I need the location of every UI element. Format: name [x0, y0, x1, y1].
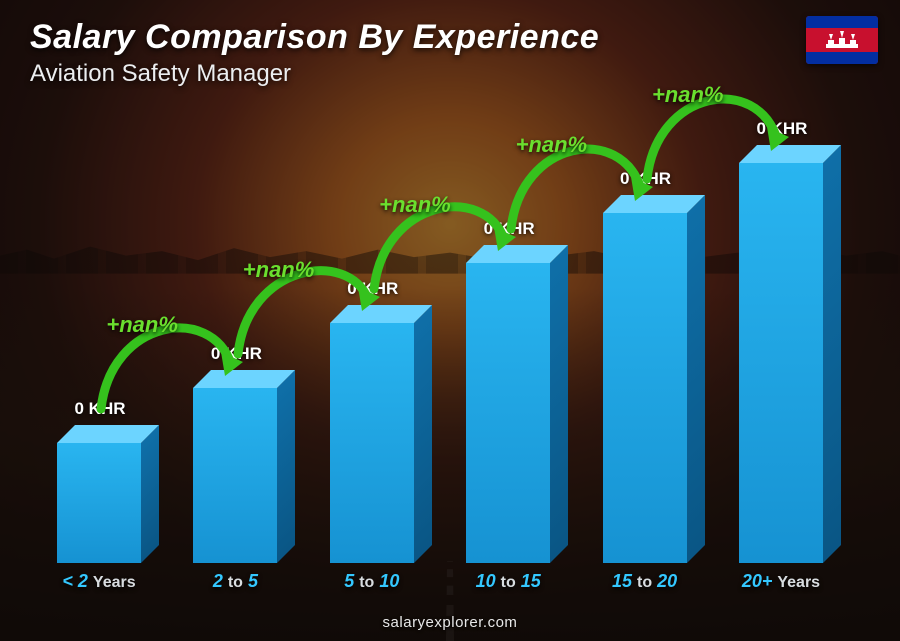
footer-attribution: salaryexplorer.com	[0, 614, 900, 631]
bar-front-face	[739, 163, 823, 563]
bar-slot: 0 KHR+nan%	[449, 123, 567, 563]
bar-value-label: 0 KHR	[576, 169, 716, 189]
bar	[193, 388, 277, 563]
bar-front-face	[466, 263, 550, 563]
x-axis-category-label: 20+ Years	[722, 571, 840, 601]
country-flag-cambodia	[806, 16, 878, 64]
flag-temple-icon	[822, 30, 862, 50]
x-axis-labels: < 2 Years 2 to 5 5 to 10 10 to 15 15 to 20 20…	[40, 571, 840, 601]
growth-delta-label: +nan%	[243, 257, 315, 283]
bar-side-face	[687, 195, 705, 563]
bar-front-face	[193, 388, 277, 563]
bar-value-label: 0 KHR	[166, 344, 306, 364]
bar-value-label: 0 KHR	[30, 399, 170, 419]
bar-side-face	[550, 245, 568, 563]
bar-side-face	[141, 425, 159, 563]
bar	[57, 443, 141, 563]
growth-delta-label: +nan%	[516, 132, 588, 158]
bar	[330, 323, 414, 563]
bar	[739, 163, 823, 563]
bar-front-face	[603, 213, 687, 563]
growth-delta-label: +nan%	[379, 192, 451, 218]
x-axis-category-label: < 2 Years	[40, 571, 158, 601]
flag-band-bottom	[806, 52, 878, 64]
bar-value-label: 0 KHR	[439, 219, 579, 239]
bar-top-face	[603, 195, 705, 213]
bar-chart: 0 KHR0 KHR+nan%0 KHR+nan%0 KHR+nan%0 KHR…	[40, 123, 840, 563]
growth-delta-label: +nan%	[106, 312, 178, 338]
bar-slot: 0 KHR+nan%	[586, 123, 704, 563]
bar-value-label: 0 KHR	[303, 279, 443, 299]
bar-top-face	[330, 305, 432, 323]
infographic-canvas: Salary Comparison By Experience Aviation…	[0, 0, 900, 641]
flag-band-top	[806, 16, 878, 28]
bar-top-face	[739, 145, 841, 163]
chart-title: Salary Comparison By Experience	[30, 18, 599, 57]
bar-value-label: 0 KHR	[712, 119, 852, 139]
bar-front-face	[330, 323, 414, 563]
bar-slot: 0 KHR+nan%	[313, 123, 431, 563]
bar-slot: 0 KHR+nan%	[722, 123, 840, 563]
x-axis-category-label: 10 to 15	[449, 571, 567, 601]
x-axis-category-label: 2 to 5	[176, 571, 294, 601]
bar-slot: 0 KHR+nan%	[176, 123, 294, 563]
bar	[466, 263, 550, 563]
x-axis-category-label: 15 to 20	[586, 571, 704, 601]
bar-side-face	[823, 145, 841, 563]
bar-side-face	[414, 305, 432, 563]
chart-subtitle: Aviation Safety Manager	[30, 60, 291, 88]
bar-top-face	[57, 425, 159, 443]
bar	[603, 213, 687, 563]
growth-delta-label: +nan%	[652, 82, 724, 108]
bar-slot: 0 KHR	[40, 123, 158, 563]
bar-front-face	[57, 443, 141, 563]
bar-side-face	[277, 370, 295, 563]
x-axis-category-label: 5 to 10	[313, 571, 431, 601]
